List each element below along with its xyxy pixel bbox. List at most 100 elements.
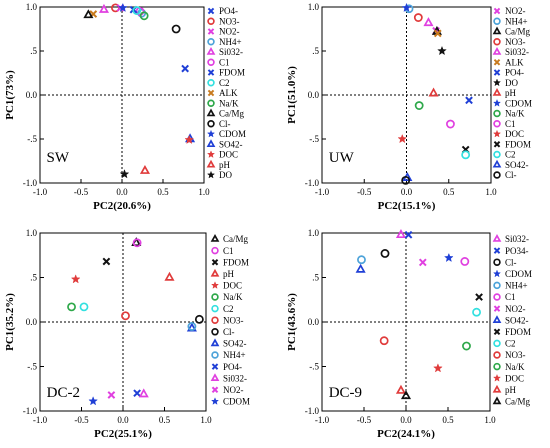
panel-sw-legend-label-no2: NO2-: [219, 27, 240, 37]
panel-dc-2-legend-label-si032: Si032-: [223, 373, 247, 383]
panel-sw-point-ca-mg: [83, 9, 94, 19]
panel-dc-9-point-c1: [460, 257, 470, 266]
panel-sw-legend-label-po4: PO4-: [219, 6, 238, 16]
panel-sw-point-na-k: [139, 11, 149, 21]
panel-dc-2-ytick-label: 1.0: [26, 228, 38, 238]
panel-dc-2-legend-marker-doc: [210, 281, 220, 289]
panel-dc-9-legend-marker-no3: [493, 351, 501, 359]
panel-dc-9-xtick-label: -0.5: [357, 415, 372, 425]
panel-dc-2-xtick-label: 0.0: [117, 415, 129, 425]
panel-uw-legend-label-nh4: NH4+: [505, 16, 528, 26]
panel-sw-legend-label-so42: SO42-: [219, 139, 243, 149]
panel-sw-ytick-label: 1.0: [26, 2, 38, 12]
panel-dc-2-point-no3: [121, 311, 130, 321]
panel-dc-2-label: DC-2: [47, 385, 80, 401]
panel-uw-point-do: [437, 45, 447, 56]
panel-dc-2-legend-marker-fdom-stroke-b: [211, 258, 219, 266]
panel-sw-ytick-label: -1.0: [23, 178, 38, 188]
panel-sw-point-doc: [184, 134, 195, 145]
panel-uw-legend-label-po4: PO4-: [505, 68, 524, 78]
panel-dc-2-legend-marker-si032: [210, 373, 220, 381]
panel-dc-2-legend-marker-no2-stroke-b: [211, 386, 219, 394]
panel-dc-2-legend-marker-nh4: [211, 351, 219, 359]
panel-uw-legend-label-c1: C1: [505, 119, 516, 129]
panel-uw-point-alk-stroke-b: [433, 29, 442, 38]
panel-uw-legend-marker-fdom: [493, 140, 501, 148]
panel-dc-9-legend-marker-fdom: [493, 328, 501, 336]
panel-dc-9-legend-label-no2: NO2-: [505, 304, 526, 314]
panel-dc-2-legend-marker-no2: [211, 386, 219, 394]
panel-dc-9-legend-marker-si032: [492, 234, 502, 242]
panel-dc-2-point-cl: [194, 314, 204, 324]
panel-uw-legend-label-no2: NO2-: [505, 6, 526, 16]
panel-uw-ytick-label: 0.0: [308, 90, 320, 100]
panel-uw-legend-marker-no3: [493, 38, 501, 46]
panel-dc-9-legend-marker-c1: [493, 293, 501, 301]
panel-dc-9-legend-label-cl: Cl-: [505, 257, 517, 267]
panel-uw-legend-label-no3: NO3-: [505, 37, 526, 47]
panel-dc-9-legend-marker-ph: [492, 384, 502, 393]
panel-dc-2-legend-marker-ca-mg: [210, 234, 220, 242]
panel-uw-legend-label-cdom: CDOM: [505, 98, 532, 108]
panel-dc-9-label: DC-9: [329, 385, 362, 401]
panel-uw-point-cl: [401, 175, 411, 185]
panel-sw-point-c2: [132, 6, 142, 15]
panel-sw-point-cdom: [117, 2, 128, 13]
panel-dc-9-point-no2: [418, 258, 427, 267]
panel-uw-xtick-label: 0.0: [401, 187, 413, 197]
panel-dc-2-xtick-label: 1.0: [200, 415, 212, 425]
panel-dc-9-legend-label-fdom: FDOM: [505, 327, 531, 337]
panel-dc-2-legend-marker-cdom: [210, 397, 220, 405]
panel-uw-point-na-k: [414, 101, 424, 110]
panel-dc-9-ytick-label: 0.0: [308, 317, 320, 327]
panel-uw-legend-marker-nh4: [493, 17, 501, 25]
panel-uw-legend: NO2-NH4+Ca/MgNO3-Si032-ALKPO4-DOpHCDOMNa…: [492, 6, 532, 180]
panel-uw-point-alk: [433, 29, 442, 38]
panel-dc-9-legend-marker-c2: [493, 339, 501, 348]
panel-dc-9: -1.0 -0.5 0.0 0.5 1.0 -1.0 -.5 0.0 .5 1.0 PC2(24.1…: [286, 228, 532, 440]
panel-uw-legend-label-fdom: FDOM: [505, 139, 531, 149]
panel-dc-9-legend-label-doc: DOC: [505, 373, 524, 383]
panel-sw-point-do: [119, 169, 130, 179]
panel-uw-legend-label-so42: SO42-: [505, 160, 529, 170]
panel-dc-2-legend-marker-c2: [211, 304, 219, 313]
panel-sw-legend-marker-fdom: [207, 69, 215, 76]
panel-dc-9-point-fdom-stroke-b: [475, 293, 483, 301]
panel-sw-xlabel: PC2(20.6%): [93, 200, 151, 212]
panel-dc-9-point-no2-stroke-b: [418, 258, 427, 267]
panel-dc-2-legend-marker-po4: [211, 363, 219, 370]
panel-dc-9-point-si032: [395, 229, 407, 239]
panel-dc-2-ytick-label: 0.0: [26, 317, 38, 327]
panel-uw-legend-label-ph: pH: [505, 88, 517, 98]
panel-uw-legend-marker-cdom: [492, 98, 502, 107]
panel-dc-9-legend: Si032-PO34-Cl-CDOMNH4+C1NO2-SO42-FDOMC2N…: [492, 234, 532, 407]
panel-sw-ytick-label: .5: [30, 46, 37, 56]
panel-dc-9-legend-marker-cdom: [492, 269, 502, 278]
panel-uw-point-po4: [465, 96, 473, 105]
panel-dc-2-legend-label-ph: pH: [223, 269, 235, 279]
panel-dc-9-legend-marker-na-k: [493, 362, 501, 371]
panel-uw-legend-marker-c2: [493, 150, 501, 159]
panel-sw-legend-marker-po4-stroke-b: [207, 7, 215, 15]
panel-dc-9-point-nh4: [357, 255, 366, 265]
panel-uw-xtick-label: -1.0: [315, 187, 330, 197]
panel-dc-2-legend-label-no3: NO3-: [223, 315, 244, 325]
panel-dc-9-point-fdom: [475, 293, 483, 301]
panel-sw-legend-marker-cdom: [206, 129, 216, 138]
panel-uw-xtick-label: -0.5: [357, 187, 372, 197]
panel-dc-9-point-na-k: [462, 341, 471, 351]
panel-dc-2-point-no2: [107, 391, 116, 399]
panel-dc-9-point-po34-stroke-b: [404, 230, 413, 239]
panel-dc-9-legend-marker-po34-stroke-b: [493, 247, 501, 254]
panel-dc-2-legend-marker-ph: [210, 268, 220, 277]
panel-dc-2-point-c2: [79, 302, 89, 312]
panel-uw-legend-marker-doc: [492, 129, 502, 138]
panel-dc-2-point-po4-stroke-b: [133, 389, 141, 398]
panel-uw-legend-label-cl: Cl-: [505, 170, 517, 180]
panel-uw-legend-marker-cl: [493, 171, 501, 179]
panel-uw-point-ph: [428, 87, 439, 97]
panel-uw-legend-marker-ph: [492, 88, 502, 96]
panel-sw-legend-label-c2: C2: [219, 78, 230, 88]
panel-uw-point-doc: [397, 133, 408, 144]
